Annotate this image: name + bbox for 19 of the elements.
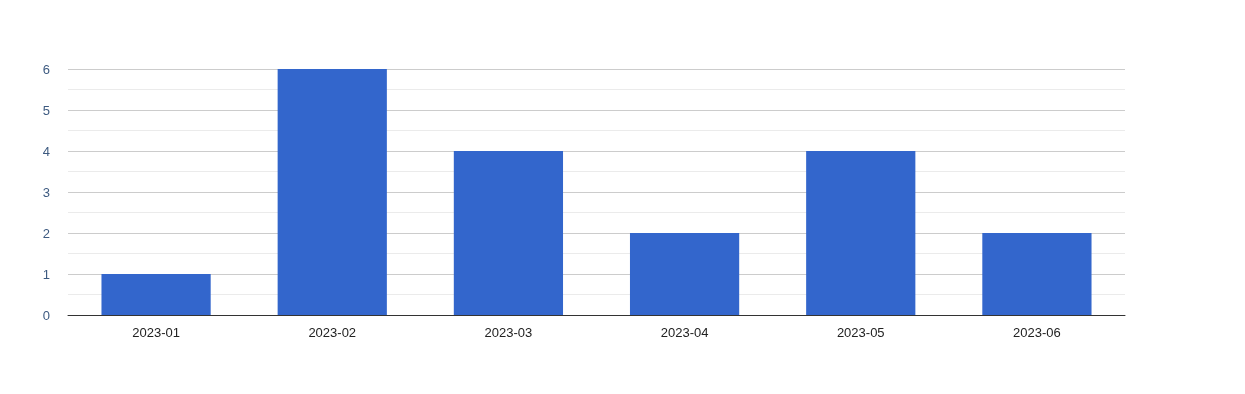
bar xyxy=(277,69,387,315)
bar xyxy=(982,233,1092,315)
y-tick-label: 5 xyxy=(42,102,50,118)
bar xyxy=(806,151,916,315)
y-tick-label: 3 xyxy=(42,184,50,200)
bar xyxy=(101,274,211,315)
y-tick-label: 4 xyxy=(42,143,50,159)
x-tick-label: 2023-06 xyxy=(1013,325,1061,340)
x-tick-label: 2023-02 xyxy=(308,325,357,340)
x-tick-label: 2023-05 xyxy=(836,325,885,340)
x-tick-label: 2023-03 xyxy=(484,325,533,340)
bar xyxy=(453,151,564,315)
y-tick-label: 6 xyxy=(42,61,50,77)
y-tick-label: 1 xyxy=(42,266,50,282)
bar xyxy=(629,233,740,315)
y-tick-label: 0 xyxy=(42,307,50,323)
x-tick-label: 2023-01 xyxy=(132,325,180,340)
y-tick-label: 2 xyxy=(42,225,50,241)
x-tick-label: 2023-04 xyxy=(660,325,709,340)
